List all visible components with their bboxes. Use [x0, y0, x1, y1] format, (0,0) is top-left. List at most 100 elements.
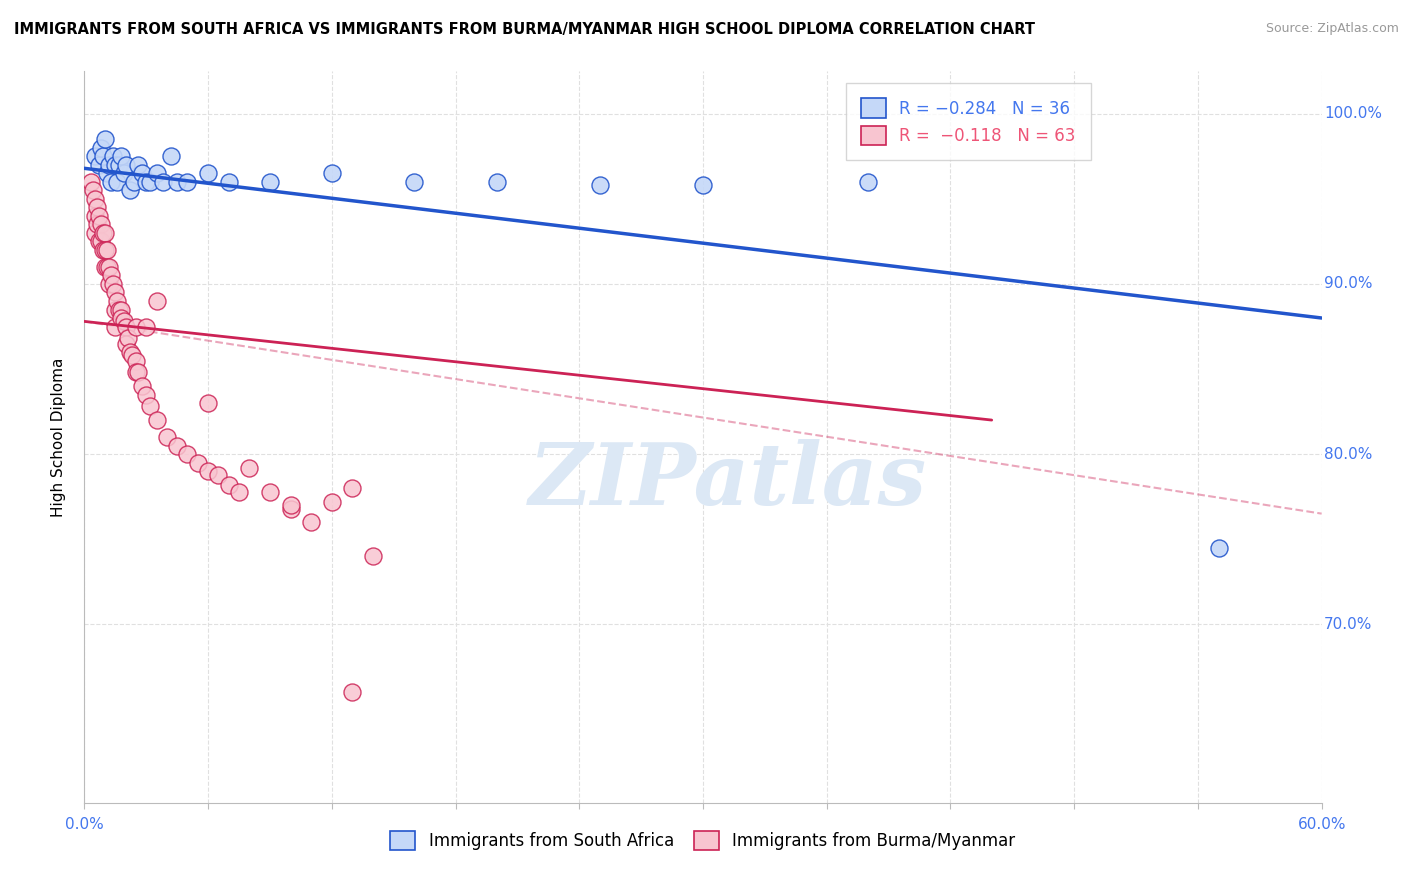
Point — [110, 311, 132, 326]
Point — [114, 319, 136, 334]
Point — [105, 175, 128, 189]
Point — [104, 319, 127, 334]
Point — [218, 477, 240, 491]
Point — [131, 379, 153, 393]
Point — [1208, 541, 1230, 555]
Point — [259, 175, 281, 189]
Point — [139, 175, 162, 189]
Point — [90, 235, 112, 249]
Point — [485, 175, 508, 189]
Text: 70.0%: 70.0% — [1324, 616, 1372, 632]
Point — [125, 366, 148, 380]
Point — [135, 175, 157, 189]
Point — [176, 175, 198, 189]
Point — [91, 226, 114, 240]
Text: IMMIGRANTS FROM SOUTH AFRICA VS IMMIGRANTS FROM BURMA/MYANMAR HIGH SCHOOL DIPLOM: IMMIGRANTS FROM SOUTH AFRICA VS IMMIGRAN… — [14, 22, 1035, 37]
Point — [197, 396, 219, 410]
Point — [94, 226, 117, 240]
Point — [218, 175, 240, 189]
Point — [117, 331, 139, 345]
Point — [156, 430, 179, 444]
Point — [112, 314, 135, 328]
Point — [118, 345, 141, 359]
Point — [94, 260, 117, 274]
Point — [87, 209, 110, 223]
Point — [321, 166, 343, 180]
Point — [87, 158, 110, 172]
Point — [145, 413, 167, 427]
Point — [103, 149, 125, 163]
Point — [152, 175, 174, 189]
Point — [94, 132, 117, 146]
Point — [127, 158, 149, 172]
Text: ZIPatlas: ZIPatlas — [529, 439, 927, 523]
Point — [112, 166, 135, 180]
Point — [238, 460, 260, 475]
Point — [125, 353, 148, 368]
Point — [108, 302, 131, 317]
Point — [131, 166, 153, 180]
Text: 90.0%: 90.0% — [1324, 277, 1372, 292]
Point — [94, 243, 117, 257]
Point — [104, 158, 127, 172]
Point — [145, 166, 167, 180]
Point — [90, 141, 112, 155]
Point — [83, 192, 105, 206]
Point — [104, 285, 127, 300]
Point — [342, 481, 364, 495]
Point — [145, 293, 167, 308]
Point — [589, 178, 612, 193]
Point — [280, 498, 302, 512]
Text: 60.0%: 60.0% — [1298, 817, 1346, 832]
Point — [361, 549, 384, 563]
Point — [110, 149, 132, 163]
Point — [228, 484, 250, 499]
Point — [98, 260, 121, 274]
Point — [280, 501, 302, 516]
Point — [82, 183, 104, 197]
Point — [96, 260, 118, 274]
Point — [104, 302, 127, 317]
Point — [90, 218, 112, 232]
Point — [135, 319, 157, 334]
Point — [118, 183, 141, 197]
Point — [103, 277, 125, 291]
Point — [114, 158, 136, 172]
Point — [105, 293, 128, 308]
Point — [98, 277, 121, 291]
Point — [79, 175, 101, 189]
Point — [98, 158, 121, 172]
Point — [91, 149, 114, 163]
Point — [121, 348, 143, 362]
Point — [100, 268, 122, 283]
Point — [100, 175, 122, 189]
Text: Source: ZipAtlas.com: Source: ZipAtlas.com — [1265, 22, 1399, 36]
Point — [127, 366, 149, 380]
Text: 80.0%: 80.0% — [1324, 447, 1372, 461]
Text: 0.0%: 0.0% — [65, 817, 104, 832]
Point — [176, 447, 198, 461]
Point — [197, 464, 219, 478]
Point — [125, 319, 148, 334]
Y-axis label: High School Diploma: High School Diploma — [51, 358, 66, 516]
Point — [114, 336, 136, 351]
Point — [342, 685, 364, 699]
Point — [83, 209, 105, 223]
Point — [83, 149, 105, 163]
Point — [692, 178, 714, 193]
Point — [299, 515, 322, 529]
Point — [91, 243, 114, 257]
Point — [86, 218, 108, 232]
Point — [166, 439, 188, 453]
Point — [108, 158, 131, 172]
Point — [160, 149, 183, 163]
Point — [187, 456, 209, 470]
Text: 100.0%: 100.0% — [1324, 106, 1382, 121]
Point — [207, 467, 229, 482]
Point — [135, 387, 157, 401]
Point — [96, 166, 118, 180]
Point — [96, 243, 118, 257]
Point — [87, 235, 110, 249]
Point — [166, 175, 188, 189]
Point — [83, 226, 105, 240]
